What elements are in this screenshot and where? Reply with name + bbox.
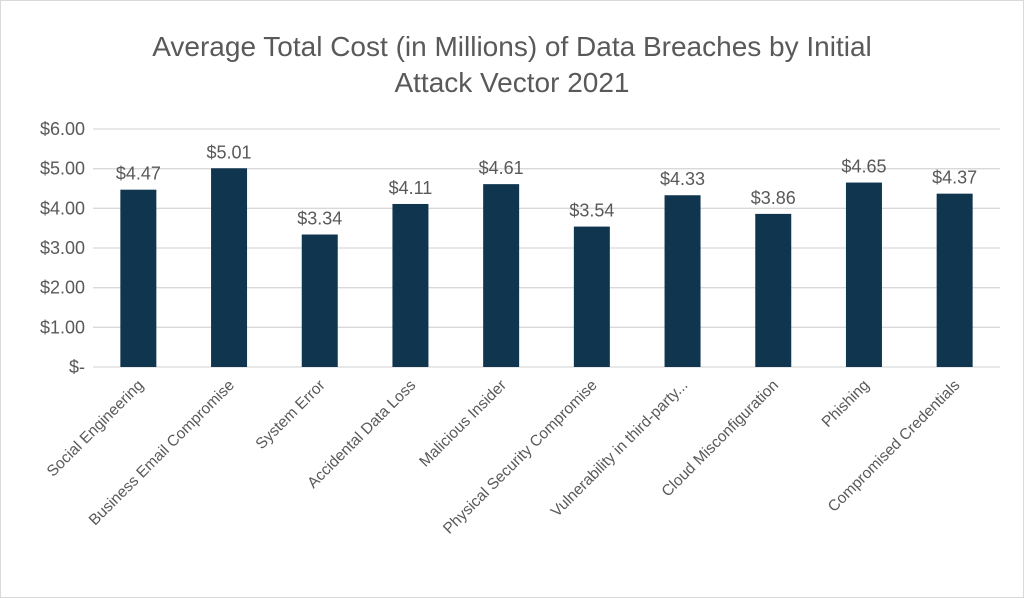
x-tick-label: Business Email Compromise (86, 377, 238, 529)
y-tick-label: $5.00 (40, 159, 85, 179)
data-label: $4.47 (116, 164, 161, 184)
bar (120, 189, 157, 367)
chart-title-line-2: Attack Vector 2021 (394, 67, 629, 98)
data-label: $3.34 (297, 209, 342, 229)
y-tick-label: $4.00 (40, 198, 85, 218)
y-tick-label: $1.00 (40, 317, 85, 337)
chart-title-line-1: Average Total Cost (in Millions) of Data… (152, 31, 872, 62)
data-label: $4.65 (841, 157, 886, 177)
bar (211, 168, 248, 367)
y-tick-label: $3.00 (40, 238, 85, 258)
x-tick-label: Malicious Insider (416, 377, 510, 471)
data-label: $5.01 (207, 142, 252, 162)
x-tick-label: Physical Security Compromise (440, 377, 601, 538)
data-label: $3.86 (751, 188, 796, 208)
bar (301, 234, 338, 367)
bar (936, 193, 973, 367)
bar (392, 203, 429, 367)
bar (664, 195, 701, 367)
data-label: $4.37 (932, 168, 977, 188)
y-tick-label: $2.00 (40, 278, 85, 298)
data-label: $3.54 (569, 201, 614, 221)
x-tick-label: Social Engineering (44, 377, 147, 480)
y-tick-label: $- (69, 357, 85, 377)
y-tick-label: $6.00 (40, 119, 85, 139)
bar (845, 182, 882, 367)
data-label: $4.61 (479, 158, 524, 178)
bar (483, 184, 520, 367)
x-tick-label: System Error (253, 377, 329, 453)
data-label: $4.33 (660, 169, 705, 189)
data-label: $4.11 (389, 178, 433, 198)
bar (573, 226, 610, 367)
x-tick-label: Phishing (819, 377, 873, 431)
bar (755, 213, 792, 367)
